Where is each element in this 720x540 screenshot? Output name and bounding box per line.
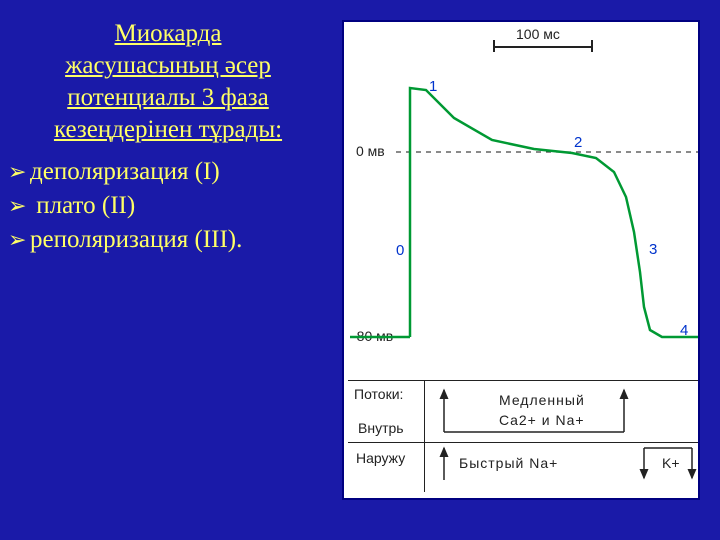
bullet-item-2: ➢ плато (II) <box>8 190 328 222</box>
slide-title: Миокарда жасушасының әсер потенциалы 3 ф… <box>8 18 328 146</box>
phase-label-0: 0 <box>396 242 404 259</box>
bullet-arrow-icon: ➢ <box>8 192 30 220</box>
title-line-3: потенциалы 3 фаза <box>18 82 318 114</box>
phase-label-4: 4 <box>680 322 688 339</box>
phase-label-1: 1 <box>429 78 437 95</box>
title-line-4: кезеңдерінен тұрады: <box>18 114 318 146</box>
bullet-item-3: ➢реполяризация (III). <box>8 224 328 256</box>
title-line-2: жасушасының әсер <box>18 50 318 82</box>
title-line-1: Миокарда <box>18 18 318 50</box>
chart-inner: 100 мс 0 мв -80 мв 0 1 2 3 4 Потоки: Вну… <box>344 22 698 498</box>
bullet-arrow-icon: ➢ <box>8 158 30 186</box>
bullet-arrow-icon: ➢ <box>8 226 30 254</box>
bullet-item-1: ➢деполяризация (I) <box>8 156 328 188</box>
chart-panel: 100 мс 0 мв -80 мв 0 1 2 3 4 Потоки: Вну… <box>342 20 700 500</box>
bullet-text-1: деполяризация (I) <box>30 158 220 185</box>
ion-flow-arrows <box>344 372 702 502</box>
phase-label-3: 3 <box>649 241 657 258</box>
bullet-text-3: реполяризация (III). <box>30 226 242 253</box>
phase-label-2: 2 <box>574 134 582 151</box>
action-potential-curve <box>344 22 702 367</box>
bullet-text-2: плато (II) <box>30 192 135 219</box>
